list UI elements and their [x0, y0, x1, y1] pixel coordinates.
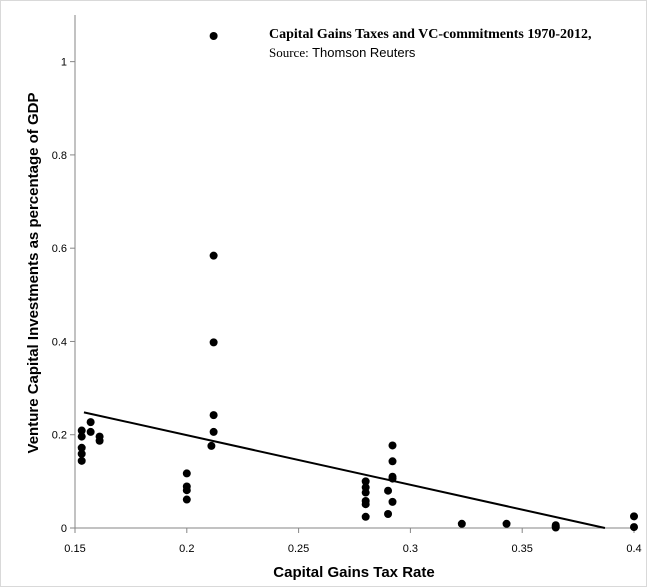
y-tick-label: 0.8 — [52, 150, 67, 162]
y-tick-label: 0 — [61, 523, 67, 535]
data-point — [209, 427, 218, 436]
data-point — [502, 519, 511, 528]
data-point — [361, 477, 370, 486]
data-point — [182, 486, 191, 495]
data-point — [77, 443, 86, 452]
data-point — [630, 512, 638, 521]
y-axis-ticks: 0 0.2 0.4 0.6 0.8 1 — [52, 57, 75, 535]
data-point — [182, 495, 191, 504]
data-point — [77, 449, 86, 458]
data-point — [551, 523, 560, 532]
x-tick-label: 0.35 — [511, 543, 532, 555]
x-axis-ticks: 0.15 0.2 0.25 0.3 0.35 0.4 — [64, 528, 642, 555]
data-point — [95, 436, 104, 445]
data-point — [388, 497, 397, 506]
data-point — [209, 338, 218, 347]
chart-title: Capital Gains Taxes and VC-commitments 1… — [269, 27, 592, 42]
x-tick-label: 0.15 — [64, 543, 85, 555]
data-point — [361, 512, 370, 521]
y-axis-title: Venture Capital Investments as percentag… — [25, 93, 42, 454]
x-axis-title: Capital Gains Tax Rate — [273, 564, 434, 581]
data-point — [361, 500, 370, 509]
data-point — [384, 486, 393, 495]
data-point — [209, 31, 218, 40]
y-tick-label: 0.2 — [52, 430, 67, 442]
trendline-group — [83, 411, 606, 529]
x-tick-label: 0.2 — [179, 543, 194, 555]
data-point — [384, 510, 393, 519]
subtitle-source: Thomson Reuters — [312, 45, 416, 60]
x-tick-label: 0.25 — [288, 543, 309, 555]
data-point — [77, 432, 86, 441]
x-tick-label: 0.4 — [626, 543, 641, 555]
data-point — [209, 411, 218, 420]
chart-subtitle: Source: Thomson Reuters — [269, 45, 416, 60]
data-point — [388, 457, 397, 466]
y-tick-label: 0.4 — [52, 336, 67, 348]
y-tick-label: 1 — [61, 57, 67, 69]
data-points — [77, 31, 638, 532]
data-point — [182, 469, 191, 478]
data-point — [388, 474, 397, 483]
x-tick-label: 0.3 — [403, 543, 418, 555]
data-point — [457, 519, 466, 528]
y-tick-label: 0.6 — [52, 243, 67, 255]
data-point — [361, 488, 370, 497]
data-point — [630, 523, 638, 532]
data-point — [86, 427, 95, 436]
data-point — [77, 456, 86, 465]
trendline — [83, 411, 606, 529]
data-point — [388, 441, 397, 450]
data-point — [209, 251, 218, 260]
data-point — [86, 418, 95, 427]
data-point — [77, 426, 86, 435]
data-point — [207, 441, 216, 450]
subtitle-prefix: Source: — [269, 45, 309, 60]
